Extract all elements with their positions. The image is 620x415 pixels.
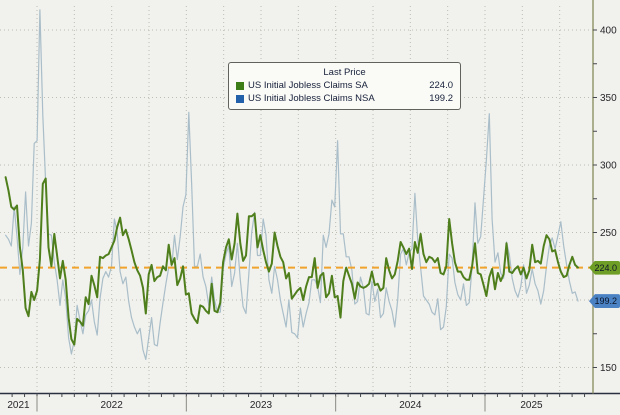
y-tick-label: 250 (600, 228, 617, 239)
legend: Last Price US Initial Jobless Claims SA … (228, 62, 461, 110)
last-price-badge-nsa: 199.2 (589, 294, 620, 309)
legend-title: Last Price (323, 67, 366, 78)
y-tick-label: 400 (600, 26, 617, 37)
nsa-series-label: US Initial Jobless Claims NSA (248, 93, 375, 104)
year-label: 2021 (7, 400, 30, 411)
nsa-series-value: 199.2 (429, 93, 453, 104)
nsa-series-swatch-icon (236, 94, 244, 103)
y-tick-label: 300 (600, 161, 617, 172)
sa-series-label: US Initial Jobless Claims SA (248, 80, 368, 91)
sa-series-swatch-icon (236, 81, 244, 90)
last-price-badge-sa: 224.0 (589, 260, 620, 275)
legend-row-nsa: US Initial Jobless Claims NSA 199.2 (236, 92, 453, 105)
nsa-claims-line (4, 9, 579, 360)
year-label: 2022 (101, 400, 124, 411)
y-tick-label: 350 (600, 93, 617, 104)
year-label: 2025 (520, 400, 543, 411)
year-label: 2023 (250, 400, 273, 411)
sa-series-value: 224.0 (429, 80, 453, 91)
y-tick-label: 150 (600, 363, 617, 374)
sa-claims-line (4, 176, 579, 346)
legend-row-sa: US Initial Jobless Claims SA 224.0 (236, 79, 453, 92)
year-label: 2024 (399, 400, 422, 411)
